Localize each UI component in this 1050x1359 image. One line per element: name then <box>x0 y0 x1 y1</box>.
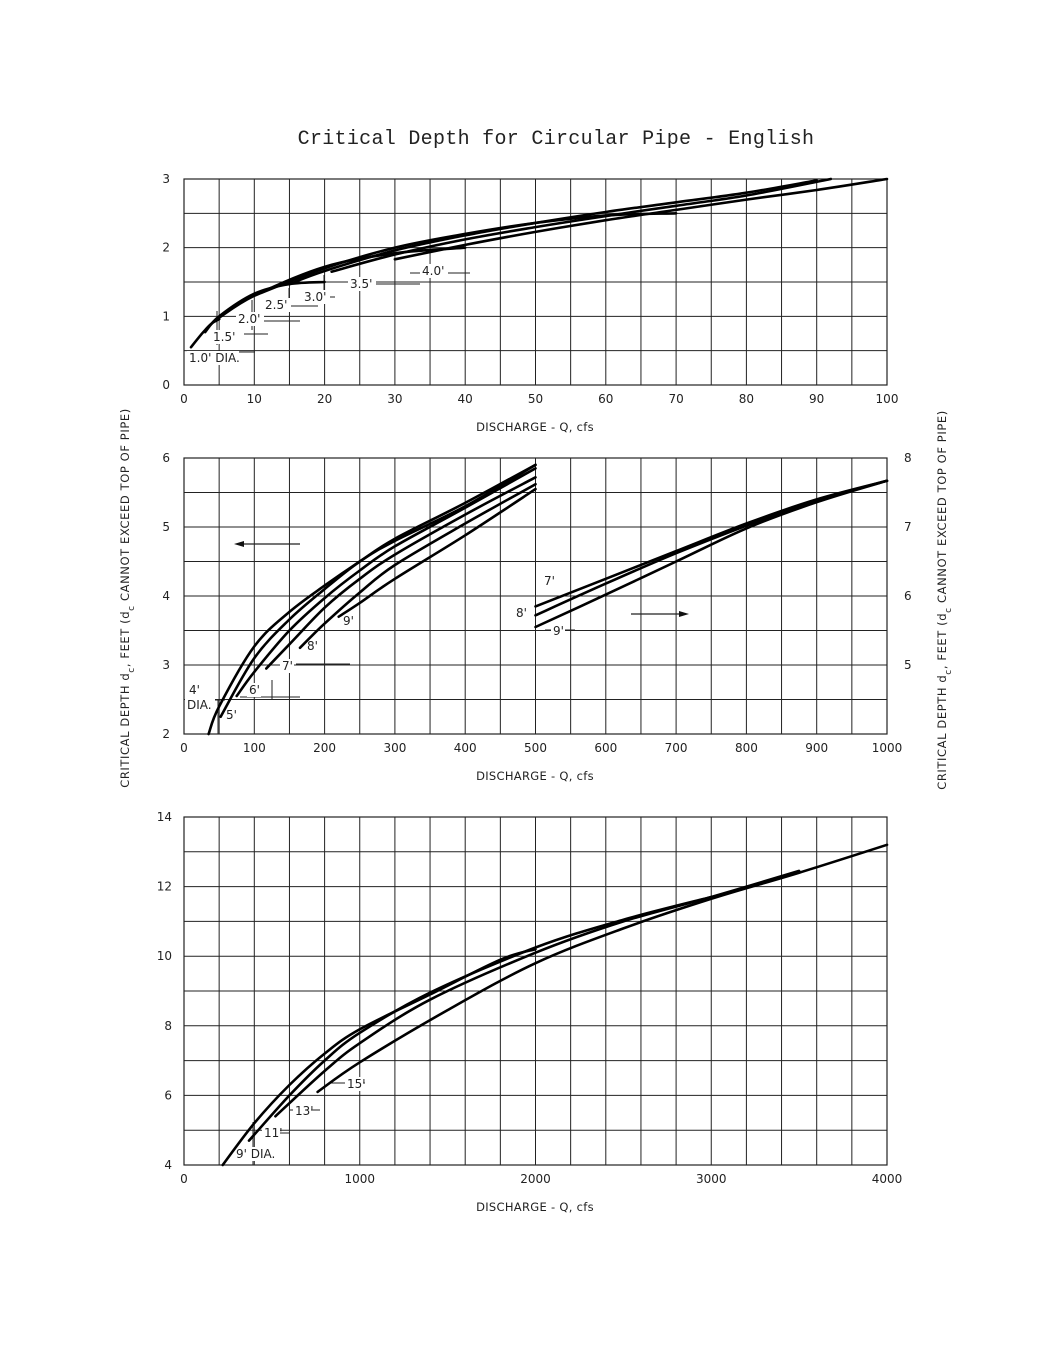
bottom-xtick: 2000 <box>520 1172 551 1186</box>
left-arrowhead-icon <box>234 541 244 547</box>
middle-left-ytick: 2 <box>162 727 170 741</box>
top-xtick: 30 <box>387 392 402 406</box>
middle-xtick: 900 <box>805 741 828 755</box>
bottom-xtick: 3000 <box>696 1172 727 1186</box>
bottom-ytick: 12 <box>157 880 172 894</box>
top-curve-2 <box>217 246 467 319</box>
label-1-0-dia: 1.0' DIA. <box>189 351 240 365</box>
middle-left-ytick: 4 <box>162 589 170 603</box>
label-9: 9' <box>343 614 354 628</box>
middle-left-curve-2 <box>235 467 537 698</box>
label-3-0: 3.0' <box>304 290 326 304</box>
label-4-0: 4.0' <box>422 264 444 278</box>
top-ytick: 3 <box>162 172 170 186</box>
middle-xtick: 0 <box>180 741 188 755</box>
left-y-axis-label: CRITICAL DEPTH dc, FEET (dc CANNOT EXCEE… <box>118 408 137 788</box>
top-xtick: 40 <box>458 392 473 406</box>
middle-left-curve-0 <box>207 463 537 736</box>
top-curve-1 <box>203 280 326 334</box>
top-xtick: 80 <box>739 392 754 406</box>
middle-xtick: 500 <box>524 741 547 755</box>
top-curve-6 <box>393 177 889 261</box>
label-7-right: 7' <box>544 574 555 588</box>
top-xtick: 50 <box>528 392 543 406</box>
bottom-x-axis-label: DISCHARGE - Q, cfs <box>476 1200 594 1214</box>
middle-xtick: 600 <box>594 741 617 755</box>
middle-right-ytick: 8 <box>904 451 912 465</box>
label-2-5: 2.5' <box>265 298 287 312</box>
label-3-5: 3.5' <box>350 277 372 291</box>
middle-xtick: 700 <box>665 741 688 755</box>
middle-left-ytick: 6 <box>162 451 170 465</box>
right-y-axis-label: CRITICAL DEPTH dc, FEET (dc CANNOT EXCEE… <box>935 410 954 790</box>
label-8-right: 8' <box>516 606 527 620</box>
bottom-curve-3 <box>316 843 889 1094</box>
middle-left-curve-3 <box>265 476 537 670</box>
label-2-0: 2.0' <box>238 312 260 326</box>
label-9-dia: 9' DIA. <box>236 1147 275 1161</box>
top-xtick: 20 <box>317 392 332 406</box>
bottom-chart-frame <box>183 816 888 1166</box>
top-ytick: 1 <box>162 309 170 323</box>
top-x-axis-label: DISCHARGE - Q, cfs <box>476 420 594 434</box>
top-curve-4 <box>288 179 818 286</box>
top-xtick: 60 <box>598 392 613 406</box>
top-xtick: 90 <box>809 392 824 406</box>
middle-right-ytick: 5 <box>904 658 912 672</box>
label-7: 7' <box>282 659 293 673</box>
middle-left-curve-4 <box>298 482 537 650</box>
label-4-dia-suffix: DIA. <box>187 698 212 712</box>
middle-chart-grid <box>184 458 887 734</box>
bottom-ytick: 8 <box>164 1019 172 1033</box>
middle-xtick: 300 <box>383 741 406 755</box>
label-13: 13' <box>295 1104 314 1118</box>
label-11: 11' <box>264 1126 283 1140</box>
label-8: 8' <box>307 639 318 653</box>
bottom-curve-0 <box>221 947 537 1167</box>
top-curve-5 <box>330 177 833 273</box>
bottom-ytick: 14 <box>157 810 172 824</box>
top-xtick: 100 <box>876 392 899 406</box>
top-ytick: 0 <box>162 378 170 392</box>
top-chart-frame <box>183 178 888 386</box>
label-5: 5' <box>226 708 237 722</box>
bottom-chart-grid <box>184 817 887 1165</box>
bottom-ytick: 10 <box>157 949 172 963</box>
label-1-5: 1.5' <box>213 330 235 344</box>
top-ytick: 2 <box>162 241 170 255</box>
middle-left-ytick: 5 <box>162 520 170 534</box>
middle-left-ytick: 3 <box>162 658 170 672</box>
middle-xtick: 200 <box>313 741 336 755</box>
top-xtick: 70 <box>668 392 683 406</box>
top-xtick: 10 <box>247 392 262 406</box>
top-xtick: 0 <box>180 392 188 406</box>
middle-right-ytick: 6 <box>904 589 912 603</box>
middle-xtick: 400 <box>454 741 477 755</box>
middle-chart-frame <box>183 457 888 735</box>
bottom-ytick: 6 <box>164 1088 172 1102</box>
chart-title: Critical Depth for Circular Pipe - Engli… <box>297 128 815 151</box>
bottom-xtick: 0 <box>180 1172 188 1186</box>
middle-xtick: 1000 <box>872 741 903 755</box>
middle-left-curve-5 <box>337 487 537 618</box>
middle-right-curve-2 <box>534 479 889 629</box>
label-9-right: 9' <box>553 624 564 638</box>
bottom-xtick: 1000 <box>344 1172 375 1186</box>
label-4-dia: 4' <box>189 683 200 697</box>
middle-xtick: 800 <box>735 741 758 755</box>
middle-xtick: 100 <box>243 741 266 755</box>
bottom-xtick: 4000 <box>872 1172 903 1186</box>
middle-x-axis-label: DISCHARGE - Q, cfs <box>476 769 594 783</box>
right-arrowhead-icon <box>679 611 689 617</box>
label-15: 15' <box>347 1077 366 1091</box>
label-6: 6' <box>249 683 260 697</box>
bottom-ytick: 4 <box>164 1158 172 1172</box>
bottom-curve-1 <box>247 895 713 1142</box>
bottom-curve-2 <box>274 869 801 1118</box>
middle-right-ytick: 7 <box>904 520 912 534</box>
